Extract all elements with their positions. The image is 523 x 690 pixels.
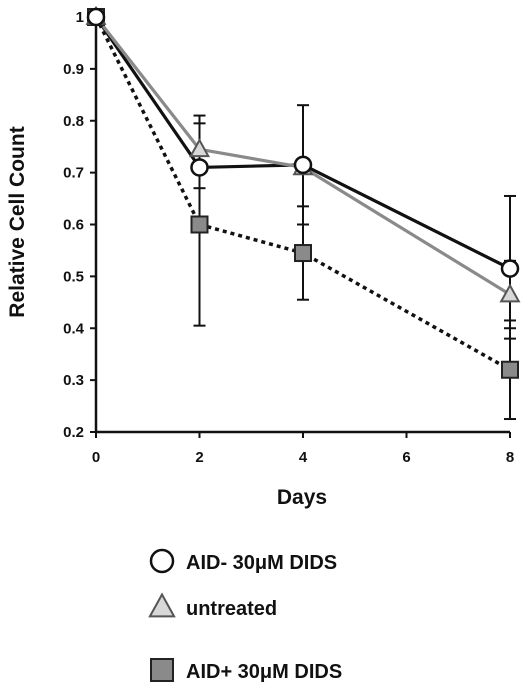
legend-item-aid-30-m-dids: AID+ 30μM DIDS [151,659,342,683]
y-axis-title: Relative Cell Count [6,126,29,317]
legend-marker-triangle [150,594,174,616]
legend-label: AID+ 30μM DIDS [186,661,342,683]
data-point-aid-30-m-dids [295,245,311,261]
error-bars [194,105,517,419]
legend-marker-circle [151,550,173,572]
legend-marker-square [151,659,173,681]
y-tick-label: 0.3 [63,372,84,389]
data-point-aid-30-m-dids [192,217,208,233]
x-tick-label: 4 [299,449,308,466]
x-tick-label: 2 [195,449,203,466]
legend-label: untreated [186,598,277,620]
y-tick-label: 1 [76,9,84,26]
x-ticks: 0 2 4 6 8 [92,432,514,466]
legend: AID- 30μM DIDS untreated AID+ 30μM DIDS [150,550,342,683]
x-axis-title: Days [277,486,327,509]
data-point-untreated [501,285,519,301]
y-tick-label: 0.9 [63,61,84,78]
x-tick-label: 8 [506,449,514,466]
y-tick-label: 0.6 [63,217,84,234]
data-point-aid-30-m-dids [295,157,311,173]
y-tick-label: 0.4 [63,320,85,337]
y-tick-label: 0.7 [63,165,84,182]
x-tick-label: 6 [402,449,410,466]
data-point-aid-30-m-dids [502,261,518,277]
y-tick-label: 0.5 [63,268,84,285]
legend-item-untreated: untreated [150,594,277,620]
legend-item-aid-30-m-dids: AID- 30μM DIDS [151,550,337,574]
y-ticks: 0.2 0.3 0.4 0.5 0.6 0.7 0.8 0.9 1 [63,9,96,441]
x-tick-label: 0 [92,449,100,466]
data-point-aid-30-m-dids [192,159,208,175]
legend-label: AID- 30μM DIDS [186,552,337,574]
data-point-aid-30-m-dids [502,362,518,378]
y-tick-label: 0.2 [63,424,84,441]
y-tick-label: 0.8 [63,113,84,130]
data-point-aid-30-m-dids [88,9,104,25]
